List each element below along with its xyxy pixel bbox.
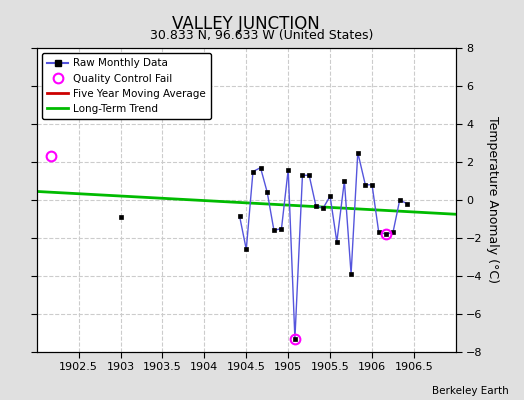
Text: 30.833 N, 96.633 W (United States): 30.833 N, 96.633 W (United States) (150, 30, 374, 42)
Title: VALLEY JUNCTION: VALLEY JUNCTION (172, 14, 320, 32)
Legend: Raw Monthly Data, Quality Control Fail, Five Year Moving Average, Long-Term Tren: Raw Monthly Data, Quality Control Fail, … (42, 53, 211, 119)
Y-axis label: Temperature Anomaly (°C): Temperature Anomaly (°C) (486, 116, 499, 284)
Text: Berkeley Earth: Berkeley Earth (432, 386, 508, 396)
